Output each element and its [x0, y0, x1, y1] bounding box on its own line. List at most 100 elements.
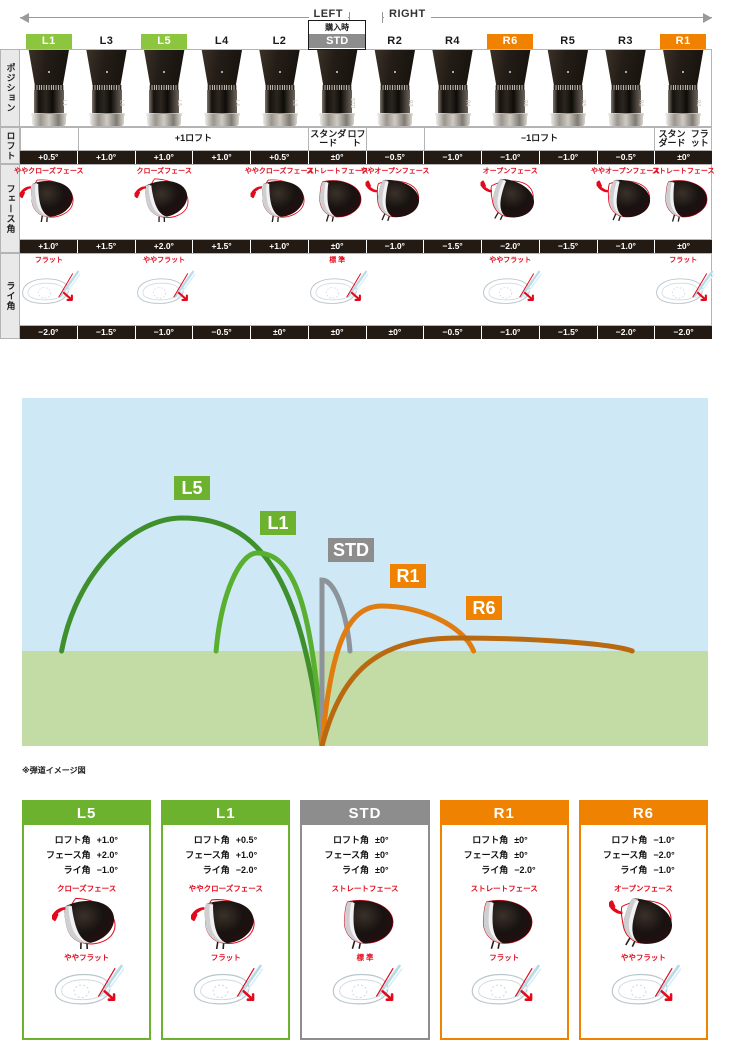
lie-angle-illustration: [306, 270, 369, 314]
driver-head-icon: [344, 900, 394, 949]
spec-value: −2.0°: [235, 865, 258, 875]
trajectory-svg: L5 L1 STD R1 R6: [22, 398, 708, 749]
spec-key: ロフト角: [611, 835, 648, 845]
driver-head-icon: [132, 178, 189, 224]
trajectory-label-text: R6: [472, 598, 495, 618]
lie-value-cell: −1.0°: [136, 326, 194, 339]
spec-row: ロフト角 ±0°: [442, 833, 567, 848]
sleeve-code: R2: [406, 99, 413, 107]
position-badge-l1[interactable]: L1: [26, 34, 72, 49]
card-driver-head-illustration: [581, 895, 706, 949]
face-illustration-cell: クローズフェース: [132, 165, 194, 241]
face-value-cell: ±0°: [677, 241, 691, 251]
position-badge-r6[interactable]: R6: [487, 34, 533, 49]
lie-angle-icon: [656, 270, 715, 304]
lie-angle-icon: [21, 270, 81, 304]
face-value-cell: +1.5°: [193, 240, 251, 253]
lie-illustration-cell: フラット: [20, 254, 81, 327]
hosel-cell: R6: [481, 50, 539, 128]
spec-key: ライ角: [481, 865, 509, 875]
spec-row: ライ角 −1.0°: [581, 863, 706, 878]
position-badge-r2[interactable]: R2: [387, 35, 403, 47]
close-face-arrow-icon: [247, 186, 262, 199]
direction-right: RIGHT: [382, 8, 712, 23]
lie-angle-label: フラット: [669, 257, 698, 264]
position-badge-row: L1 L3 L5 L4 L2 購入時 STD R2 R4 R6 R5 R3 R1: [20, 20, 712, 50]
spec-card-title: STD: [302, 802, 428, 825]
spec-key: ロフト角: [54, 835, 91, 845]
lie-value-cell: −2.0°: [673, 327, 694, 337]
loft-value-bar: +0.5° +1.0° +1.0° +1.0° +0.5° ±0° −0.5° −1.0° −1…: [20, 151, 712, 164]
position-badge-r3[interactable]: R3: [617, 35, 634, 47]
clubhead-neck: [28, 50, 69, 86]
face-illustration-cell: [193, 165, 251, 241]
position-badge-l5[interactable]: L5: [141, 34, 187, 49]
driver-head-illustration: [16, 176, 78, 227]
loft-value-cell: −1.0°: [540, 151, 598, 164]
adjust-sleeve: [668, 85, 699, 115]
ferrule: [608, 114, 643, 126]
spec-card-r1[interactable]: R1 ロフト角 ±0° フェース角 ±0° ライ角 −2.0° ストレートフェース フラット: [439, 800, 569, 1040]
card-lie-angle-illustration: [24, 964, 149, 1010]
trajectory-label-l1: L1: [260, 511, 296, 535]
direction-right-line: [382, 17, 712, 18]
lie-value-cell: ±0°: [309, 326, 367, 339]
clubhead-neck: [259, 50, 300, 86]
spec-card-r6[interactable]: R6 ロフト角 −1.0° フェース角 −2.0° ライ角 −1.0° オープンフェース ややフ…: [578, 800, 709, 1040]
position-badge-r1[interactable]: R1: [660, 34, 706, 49]
lie-value-cell: ±0°: [251, 326, 309, 339]
lie-angle-label: フラット: [34, 257, 63, 264]
adjust-sleeve: [264, 85, 295, 115]
card-face-angle-label: オープンフェース: [613, 884, 673, 893]
spec-card-row: L5 ロフト角 +1.0° フェース角 +2.0° ライ角 −1.0° クローズフェース ややフ…: [22, 800, 709, 1040]
lie-angle-label: ややフラット: [143, 257, 186, 264]
loft-value-cell: −0.5°: [367, 151, 425, 164]
spec-card-l5[interactable]: L5 ロフト角 +1.0° フェース角 +2.0° ライ角 −1.0° クローズフェース ややフ…: [22, 800, 152, 1040]
row-label-position: ポジション: [0, 49, 20, 127]
clubhead-neck: [86, 50, 127, 86]
hosel-sleeve-icon: STD: [316, 50, 358, 128]
face-value-cell: +1.0°: [20, 240, 78, 253]
adjust-sleeve: [91, 85, 122, 115]
position-badge-l3[interactable]: L3: [99, 35, 114, 47]
direction-left: LEFT: [20, 8, 350, 23]
alignment-dot-icon: [451, 71, 454, 73]
trajectory-curve-std: [319, 577, 353, 749]
position-badge-l2[interactable]: L2: [272, 35, 287, 47]
face-value-cell: +2.0°: [136, 240, 194, 253]
spec-value: ±0°: [514, 835, 528, 845]
alignment-dot-icon: [105, 71, 108, 73]
loft-group-label: −1ロフト: [520, 133, 559, 144]
spec-value: −1.0°: [96, 865, 118, 875]
spec-key: ライ角: [341, 865, 369, 875]
lie-angle-icon: [332, 964, 403, 1005]
hosel-sleeve-icon: L5: [143, 50, 185, 128]
loft-group-cell: [365, 127, 424, 151]
spec-card-std[interactable]: STD ロフト角 ±0° フェース角 ±0° ライ角 ±0° ストレートフェース標 準: [300, 800, 430, 1040]
position-badge-r4[interactable]: R4: [444, 35, 461, 47]
position-badge-r5[interactable]: R5: [560, 35, 576, 47]
spec-value: +0.5°: [235, 835, 258, 845]
sky-background: [22, 398, 708, 651]
open-face-arrow-icon: [362, 180, 377, 193]
hosel-sleeve-icon: R1: [662, 50, 704, 128]
face-value-cell: −1.0°: [598, 240, 656, 253]
trajectory-label-text: L1: [267, 513, 288, 533]
lie-angle-icon: [310, 270, 369, 304]
loft-group-label: スタンダード: [658, 128, 686, 148]
close-face-arrow-icon: [132, 186, 147, 199]
row-label-lie-angle: ライ角: [0, 253, 20, 339]
driver-head-icon: [593, 179, 650, 222]
face-illustration-cell: ややクローズフェース: [14, 165, 83, 241]
spec-card-l1[interactable]: L1 ロフト角 +0.5° フェース角 +1.0° ライ角 −2.0° ややクローズフェースフ…: [161, 800, 291, 1040]
spec-value: −2.0°: [514, 865, 536, 875]
direction-left-endcap: [349, 12, 350, 23]
lie-value-cell: −2.0°: [598, 326, 656, 339]
face-illustration-cell: ややオープンフェース: [360, 165, 429, 241]
spec-key: フェース角: [46, 850, 91, 860]
spec-list: ロフト角 −1.0° フェース角 −2.0° ライ角 −1.0°: [581, 825, 706, 880]
loft-value-cell: +1.0°: [193, 151, 251, 164]
driver-head-illustration: [132, 176, 194, 227]
position-badge-l4[interactable]: L4: [214, 35, 229, 47]
position-badge-std[interactable]: 購入時 STD: [308, 20, 367, 50]
